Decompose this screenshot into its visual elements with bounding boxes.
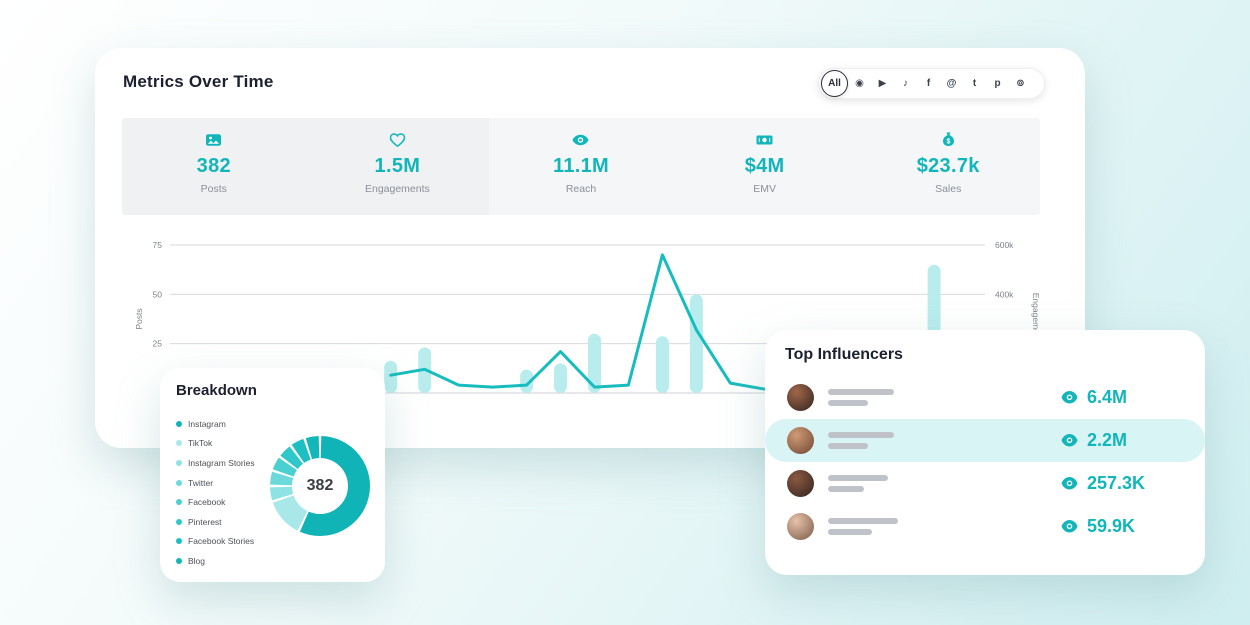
svg-text:75: 75 [153,240,163,250]
legend-label: Facebook Stories [188,536,255,547]
stat-label: Engagements [364,183,430,195]
tiktok-filter-icon[interactable]: ♪ [903,78,908,89]
legend-item: Twitter [176,473,255,493]
eye-icon [1061,434,1078,447]
platform-filter: All ◉ ▶ ♪ f @ t p ⊚ [818,68,1045,99]
donut-chart-svg [270,436,370,536]
bag-icon: $ [939,131,958,150]
legend-dot [176,440,182,447]
stat-value: 11.1M [553,155,609,177]
stat-reach[interactable]: 11.1M Reach [489,118,673,215]
svg-text:Engagements: Engagements [1031,293,1040,345]
legend-label: Blog [188,555,206,566]
legend-item: Facebook Stories [176,532,255,552]
views-count: 2.2M [1087,430,1128,450]
stat-label: Sales [935,183,962,195]
instagram-filter-icon[interactable]: ◉ [855,78,864,89]
influencer-avatar [787,427,814,454]
legend-label: Pinterest [188,516,222,527]
legend-dot [176,479,182,486]
influencer-row[interactable]: 257.3K [765,462,1205,505]
influencer-name-skeleton [828,518,898,535]
legend-item: Facebook [176,492,255,512]
stat-sales[interactable]: $ $23.7k Sales [856,118,1040,215]
views-count: 59.9K [1087,516,1136,536]
breakdown-donut: 382 [265,431,375,541]
pinterest-filter-icon[interactable]: p [994,78,1001,89]
breakdown-title: Breakdown [176,382,257,399]
stat-posts[interactable]: 382 Posts [122,118,306,215]
twitter-filter-icon[interactable]: t [972,78,977,89]
eye-icon [1061,391,1078,404]
legend-item: TikTok [176,434,255,454]
influencer-row[interactable]: 59.9K [765,505,1205,548]
cash-icon [755,131,774,150]
svg-text:400k: 400k [995,289,1014,299]
legend-dot [176,459,182,466]
legend-label: TikTok [188,438,213,449]
stat-emv[interactable]: $4M EMV [673,118,857,215]
legend-item: Blog [176,551,255,571]
filter-all-button[interactable]: All [821,70,848,97]
legend-item: Instagram Stories [176,453,255,473]
legend-label: Facebook [188,497,226,508]
rss-filter-icon[interactable]: ⊚ [1016,78,1025,89]
views-count: 6.4M [1087,387,1128,407]
influencer-avatar [787,513,814,540]
stat-value: $23.7k [916,155,980,177]
breakdown-card: Breakdown Instagram TikTok Instagram Stori… [160,368,385,582]
stat-label: Posts [200,183,227,195]
svg-text:600k: 600k [995,240,1014,250]
stat-value: 382 [196,155,231,177]
metrics-title: Metrics Over Time [123,72,274,91]
svg-text:50: 50 [153,289,163,299]
top-influencers-card: Top Influencers 6.4M 2.2M 257.3K 59.9K [765,330,1205,575]
influencer-rows: 6.4M 2.2M 257.3K 59.9K [765,376,1205,548]
influencers-title: Top Influencers [785,346,903,363]
stat-engagements[interactable]: 1.5M Engagements [306,118,490,215]
legend-label: Instagram [188,418,226,429]
legend-dot [176,557,182,564]
eye-icon [1061,520,1078,533]
stat-label: EMV [753,183,776,195]
stat-label: Reach [565,183,597,195]
legend-dot [176,499,182,506]
legend-dot [176,420,182,427]
threads-filter-icon[interactable]: @ [946,78,957,89]
image-icon [204,131,223,150]
influencer-views: 6.4M [1061,387,1183,408]
eye-icon [1061,477,1078,490]
facebook-filter-icon[interactable]: f [926,78,931,89]
legend-item: Pinterest [176,512,255,532]
breakdown-legend: Instagram TikTok Instagram Stories Twitter F… [176,414,255,571]
influencer-row[interactable]: 2.2M [765,419,1205,462]
svg-text:Posts: Posts [135,308,144,329]
stat-value: $4M [744,155,785,177]
views-count: 257.3K [1087,473,1146,493]
legend-dot [176,538,182,545]
influencer-avatar [787,470,814,497]
influencer-name-skeleton [828,475,888,492]
influencer-name-skeleton [828,389,894,406]
donut-center-value: 382 [306,477,334,494]
youtube-filter-icon[interactable]: ▶ [878,78,887,89]
influencer-views: 59.9K [1061,516,1183,537]
influencer-views: 257.3K [1061,473,1183,494]
eye-icon [571,131,590,150]
influencer-views: 2.2M [1061,430,1183,451]
svg-text:25: 25 [153,339,163,349]
influencer-row[interactable]: 6.4M [765,376,1205,419]
influencer-name-skeleton [828,432,894,449]
platform-filter-list: ◉ ▶ ♪ f @ t p ⊚ [848,68,1032,99]
stats-band: 382 Posts 1.5M Engagements 11.1M Reach $4M EMV $… [122,118,1040,215]
legend-label: Instagram Stories [188,457,255,468]
svg-text:$: $ [946,139,950,146]
heart-icon [388,131,407,150]
legend-dot [176,518,182,525]
legend-item: Instagram [176,414,255,434]
influencer-avatar [787,384,814,411]
legend-label: Twitter [188,477,214,488]
stat-value: 1.5M [374,155,421,177]
